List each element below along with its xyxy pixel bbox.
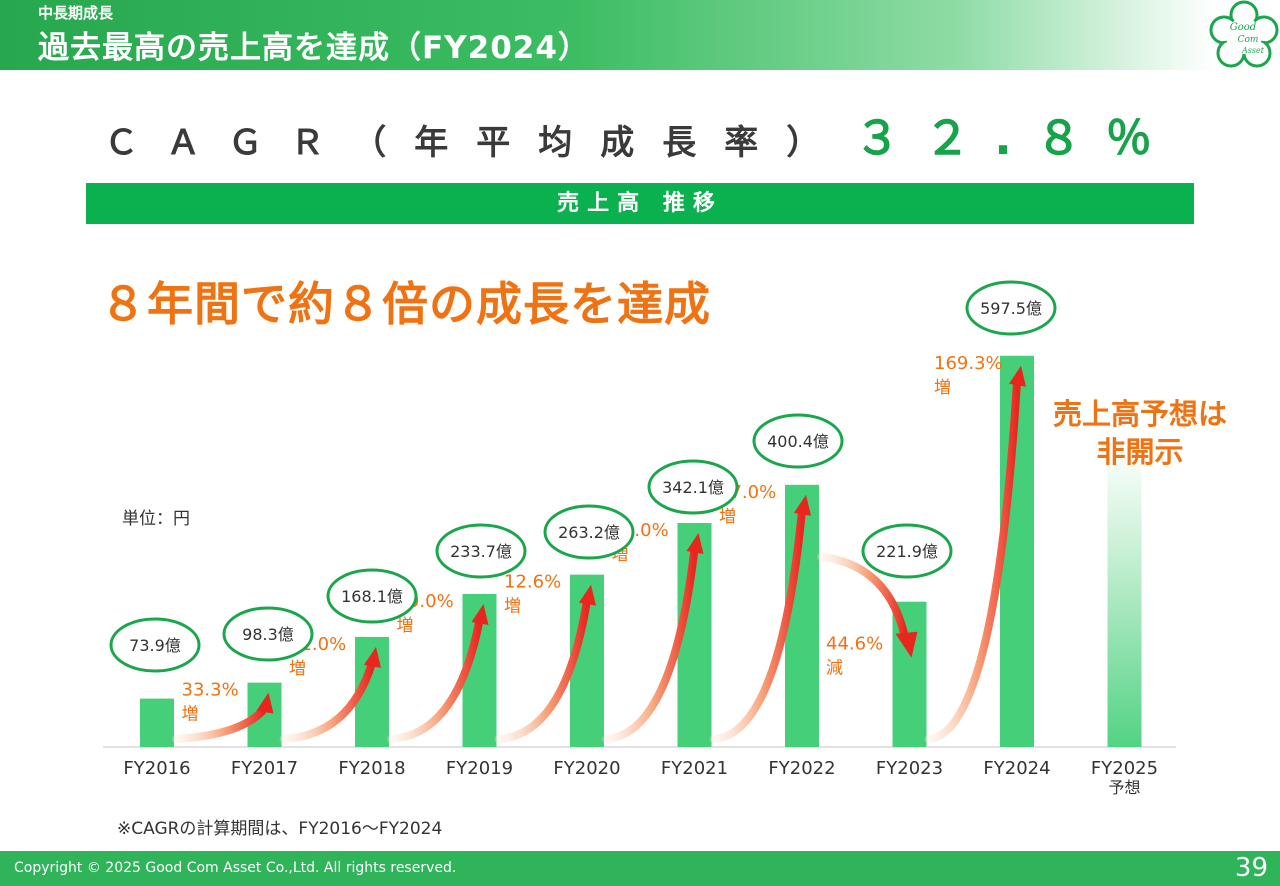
value-label: 400.4億	[767, 432, 829, 451]
growth-rate-direction: 増	[504, 597, 521, 617]
growth-arrow-head	[256, 692, 274, 714]
x-tick-label: FY2016	[123, 758, 190, 779]
header-subtitle: 中長期成長	[38, 4, 114, 22]
growth-rate-value: 44.6%	[826, 634, 883, 655]
growth-arrow	[817, 552, 910, 644]
forecast-note-line1: 売上高予想は	[1052, 397, 1227, 431]
growth-arrow-head	[794, 494, 811, 516]
value-label: 263.2億	[558, 523, 620, 542]
header-banner: 中長期成長 過去最高の売上高を達成（FY2024） Good Com Asset	[0, 0, 1280, 70]
logo-text-com: Com	[1238, 35, 1259, 45]
growth-rate-direction: 増	[719, 507, 736, 527]
growth-rate-direction: 増	[182, 705, 199, 725]
value-label-ellipse	[435, 523, 527, 579]
cagr-line: ＣＡＧＲ（年平均成長率） ３２.８％	[0, 102, 1280, 168]
value-label: 597.5億	[980, 299, 1042, 318]
growth-arrow	[279, 658, 376, 743]
value-label-ellipse	[222, 606, 314, 662]
growth-rate-value: 169.3%	[934, 353, 1003, 374]
page-title: 過去最高の売上高を達成（FY2024）	[38, 30, 590, 66]
growth-arrow	[709, 506, 806, 743]
x-tick-label: FY2024	[983, 758, 1050, 779]
growth-arrow-head	[1009, 365, 1026, 387]
footer-bar: Copyright © 2025 Good Com Asset Co.,Ltd.…	[0, 851, 1280, 886]
growth-arrow	[924, 377, 1021, 743]
value-label: 342.1億	[662, 478, 724, 497]
value-label-ellipse	[647, 459, 739, 515]
x-tick-label: FY2022	[768, 758, 835, 779]
value-label: 73.9億	[129, 636, 181, 655]
x-tick-label: FY2021	[661, 758, 728, 779]
logo-text-asset: Asset	[1241, 46, 1265, 55]
cagr-label: ＣＡＧＲ（年平均成長率）	[104, 123, 849, 163]
company-logo: Good Com Asset	[1209, 0, 1279, 68]
copyright-text: Copyright © 2025 Good Com Asset Co.,Ltd.…	[14, 860, 457, 876]
growth-rate-direction: 減	[826, 659, 843, 679]
cagr-value: ３２.８％	[854, 111, 1176, 165]
bar-FY2016	[140, 698, 174, 747]
growth-rate-value: 33.3%	[182, 680, 239, 701]
x-tick-label: FY2018	[338, 758, 405, 779]
growth-rate-value: 12.6%	[504, 572, 561, 593]
value-label: 221.9億	[876, 542, 938, 561]
value-label-ellipse	[752, 413, 844, 469]
growth-rate-direction: 増	[397, 616, 414, 636]
growth-arrow-head	[471, 603, 489, 625]
growth-rate-direction: 増	[289, 659, 306, 679]
growth-rate-direction: 増	[934, 378, 951, 398]
growth-arrow	[387, 615, 484, 743]
page-number: 39	[1234, 853, 1268, 883]
x-tick-label: FY2023	[876, 758, 943, 779]
value-label: 233.7億	[450, 542, 512, 561]
logo-text-good: Good	[1230, 22, 1256, 33]
unit-label: 単位：円	[122, 509, 190, 529]
value-label-ellipse	[326, 568, 418, 624]
value-label-ellipse	[861, 523, 953, 579]
value-label: 98.3億	[242, 625, 294, 644]
x-tick-label: FY2017	[231, 758, 298, 779]
headline: ８年間で約８倍の成長を達成	[100, 277, 711, 331]
x-tick-sublabel: 予想	[1108, 778, 1140, 797]
x-tick-label: FY2025	[1091, 758, 1158, 779]
value-label-ellipse	[109, 617, 201, 673]
growth-arrow-head	[686, 532, 704, 554]
growth-arrow	[172, 704, 269, 743]
growth-arrow	[494, 596, 591, 743]
forecast-not-disclosed-note: 売上高予想は 非開示	[1030, 395, 1250, 471]
forecast-note-line2: 非開示	[1096, 435, 1184, 469]
section-title-bar: 売上高 推移	[86, 183, 1194, 224]
forecast-bar	[1107, 444, 1142, 747]
cagr-footnote: ※CAGRの計算期間は、FY2016～FY2024	[117, 819, 443, 839]
value-label: 168.1億	[341, 587, 403, 606]
value-label-ellipse	[543, 504, 635, 560]
growth-arrow-head	[579, 584, 596, 606]
growth-arrow-head	[895, 631, 918, 658]
x-tick-label: FY2020	[553, 758, 620, 779]
growth-arrow-head	[364, 646, 381, 668]
value-label-ellipse	[965, 280, 1057, 336]
growth-arrow	[602, 544, 699, 743]
x-tick-label: FY2019	[446, 758, 513, 779]
